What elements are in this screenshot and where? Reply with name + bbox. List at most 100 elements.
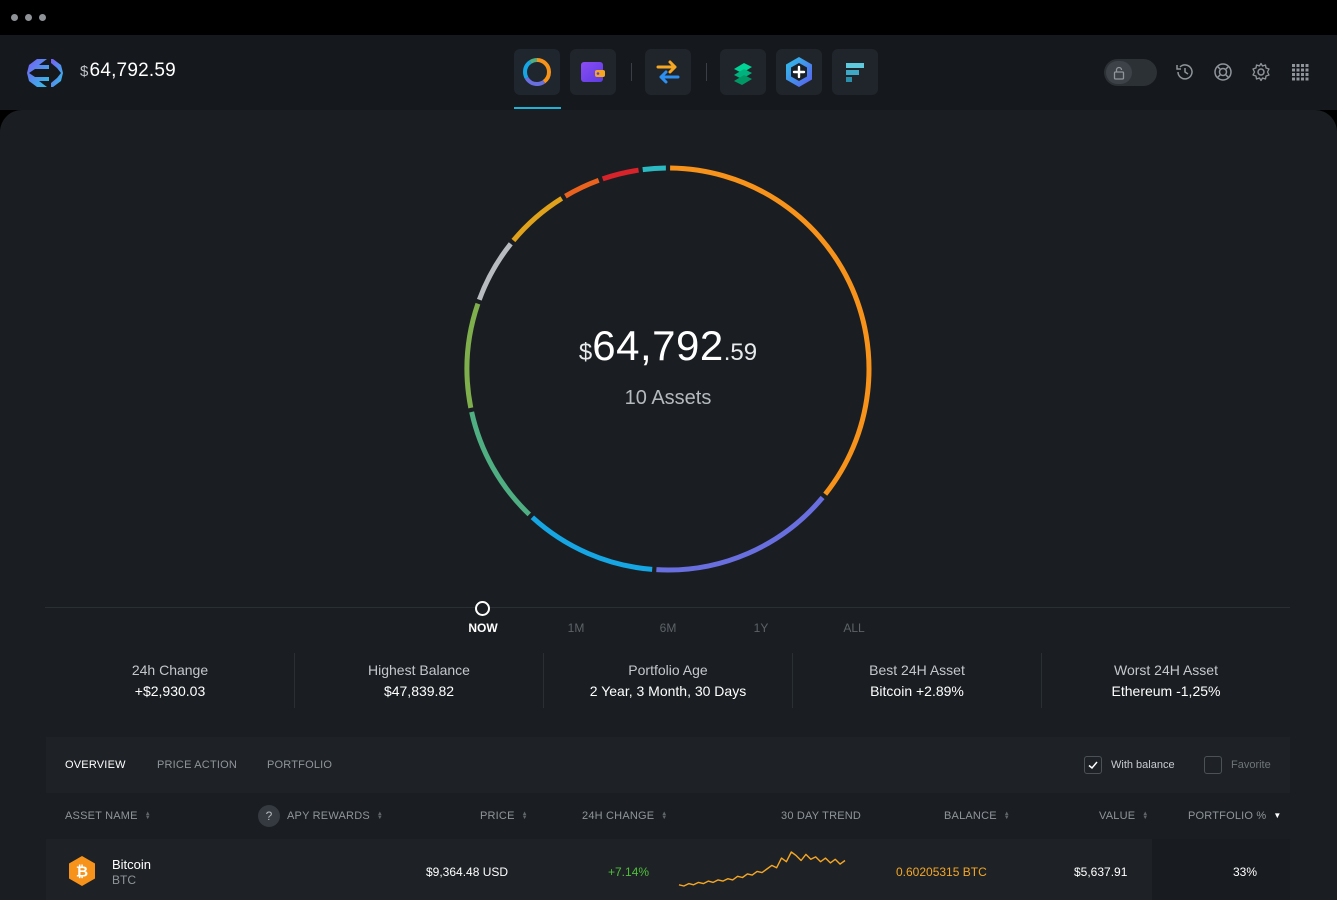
- ftx-icon: [846, 63, 864, 82]
- favorite-checkbox[interactable]: [1204, 756, 1222, 774]
- lock-icon[interactable]: [1106, 61, 1132, 84]
- exchange-icon: [656, 60, 680, 84]
- stat-divider: [543, 653, 544, 708]
- stat-value: 2 Year, 3 Month, 30 Days: [589, 683, 747, 699]
- stat-label: Highest Balance: [368, 662, 470, 678]
- col-asset-name[interactable]: ASSET NAME ▲ ▼: [65, 810, 151, 822]
- favorite-label[interactable]: Favorite: [1231, 759, 1271, 771]
- stat-highest-balance: Highest Balance $47,839.82: [295, 662, 543, 699]
- apy-help-icon[interactable]: ?: [258, 805, 280, 827]
- timeline-now[interactable]: NOW: [468, 621, 498, 635]
- col-balance[interactable]: BALANCE ▲ ▼: [944, 810, 1010, 822]
- donut-slice-1[interactable]: [656, 495, 825, 573]
- donut-slice-9[interactable]: [642, 165, 666, 173]
- asset-balance: 0.60205315 BTC: [896, 865, 987, 879]
- donut-slice-7[interactable]: [564, 177, 600, 199]
- asset-30d-trend-sparkline: [678, 851, 846, 887]
- col-portfolio-percent[interactable]: PORTFOLIO % ▼: [1188, 810, 1282, 822]
- stat-value: Bitcoin +2.89%: [870, 683, 964, 699]
- history-icon[interactable]: [1173, 60, 1197, 84]
- active-tab-indicator: [514, 107, 561, 109]
- table-row-portfolio-cell: [1152, 839, 1290, 900]
- tab-overview[interactable]: OVERVIEW: [65, 759, 126, 771]
- donut-slice-8[interactable]: [601, 167, 639, 182]
- stat-value: +$2,930.03: [134, 683, 206, 699]
- col-24h-change[interactable]: 24H CHANGE ▲ ▼: [582, 810, 667, 822]
- col-label: BALANCE: [944, 810, 997, 822]
- checkmark-icon: [1088, 761, 1098, 770]
- header-balance-value: 64,792.59: [89, 60, 176, 81]
- window-close-dot[interactable]: [11, 14, 18, 21]
- tab-portfolio[interactable]: PORTFOLIO: [267, 759, 333, 771]
- asset-table-header: [46, 793, 1290, 839]
- table-row[interactable]: [46, 839, 1290, 900]
- stat-best-24h-asset: Best 24H Asset Bitcoin +2.89%: [793, 662, 1041, 699]
- asset-name[interactable]: Bitcoin: [112, 857, 152, 872]
- sort-icon: ▲ ▼: [1142, 811, 1149, 822]
- donut-slice-6[interactable]: [511, 196, 564, 243]
- exodus-logo-icon[interactable]: [26, 56, 64, 90]
- with-balance-label[interactable]: With balance: [1111, 759, 1175, 771]
- col-apy-rewards[interactable]: APY REWARDS ▲ ▼: [287, 810, 383, 822]
- sort-icon: ▲ ▼: [144, 811, 151, 822]
- compound-icon: [734, 63, 752, 85]
- app-separator: [706, 63, 707, 81]
- with-balance-checkbox[interactable]: [1084, 756, 1102, 774]
- donut-slice-4[interactable]: [464, 302, 481, 409]
- asset-portfolio-percent: 33%: [1233, 865, 1258, 879]
- settings-gear-icon[interactable]: [1249, 60, 1273, 84]
- stat-worst-24h-asset: Worst 24H Asset Ethereum -1,25%: [1042, 662, 1290, 699]
- sort-icon: ▲ ▼: [376, 811, 384, 822]
- stat-divider: [792, 653, 793, 708]
- currency-symbol: $: [80, 63, 89, 80]
- asset-24h-change: +7.14%: [608, 865, 650, 879]
- wallet-icon: [581, 62, 605, 82]
- portfolio-total: $64,792.59: [540, 322, 796, 370]
- ftx-app-button[interactable]: [832, 49, 878, 95]
- donut-slice-5[interactable]: [476, 242, 513, 301]
- window-minimize-dot[interactable]: [25, 14, 32, 21]
- sparkline-line: [678, 851, 846, 887]
- app-separator: [631, 63, 632, 81]
- col-label: VALUE: [1099, 810, 1136, 822]
- add-app-icon: [786, 57, 812, 87]
- asset-price: $9,364.48 USD: [426, 865, 509, 879]
- timeline-1m[interactable]: 1M: [567, 621, 585, 635]
- stat-label: Worst 24H Asset: [1113, 662, 1218, 678]
- portfolio-tab-button[interactable]: [514, 49, 560, 95]
- add-app-button[interactable]: [776, 49, 822, 95]
- col-price[interactable]: PRICE ▲ ▼: [480, 810, 528, 822]
- stat-value: Ethereum -1,25%: [1111, 683, 1221, 699]
- help-lifebuoy-icon[interactable]: [1211, 60, 1235, 84]
- timeline-1y[interactable]: 1Y: [753, 621, 769, 635]
- window-titlebar: [0, 0, 1337, 35]
- asset-table-tabs: [46, 737, 1290, 793]
- portfolio-donut-chart: [464, 165, 872, 573]
- sort-icon: ▲ ▼: [521, 811, 528, 822]
- donut-slice-0[interactable]: [670, 165, 872, 496]
- compound-app-button[interactable]: [720, 49, 766, 95]
- portfolio-total-currency: $: [578, 339, 593, 366]
- asset-ticker: BTC: [112, 873, 136, 887]
- apps-grid-icon[interactable]: [1288, 60, 1312, 84]
- donut-slice-3[interactable]: [469, 411, 532, 517]
- col-label: 24H CHANGE: [582, 810, 655, 822]
- donut-slice-2[interactable]: [530, 515, 653, 572]
- col-value[interactable]: VALUE ▲ ▼: [1099, 810, 1148, 822]
- stat-divider: [294, 653, 295, 708]
- sort-icon: ▲ ▼: [1003, 811, 1010, 822]
- timeline-handle[interactable]: [475, 601, 490, 616]
- col-30-day-trend: 30 DAY TREND: [781, 810, 862, 822]
- wallet-tab-button[interactable]: [570, 49, 616, 95]
- svg-text:₿: ₿: [76, 864, 88, 881]
- col-label: ASSET NAME: [65, 810, 138, 822]
- exchange-tab-button[interactable]: [645, 49, 691, 95]
- asset-count: 10 Assets: [624, 387, 712, 409]
- portfolio-total-whole: 64,792: [592, 322, 724, 369]
- tab-price-action[interactable]: PRICE ACTION: [157, 759, 238, 771]
- portfolio-icon: [523, 58, 551, 86]
- window-maximize-dot[interactable]: [39, 14, 46, 21]
- stat-label: Best 24H Asset: [869, 662, 965, 678]
- timeline-all[interactable]: ALL: [843, 621, 865, 635]
- timeline-6m[interactable]: 6M: [659, 621, 677, 635]
